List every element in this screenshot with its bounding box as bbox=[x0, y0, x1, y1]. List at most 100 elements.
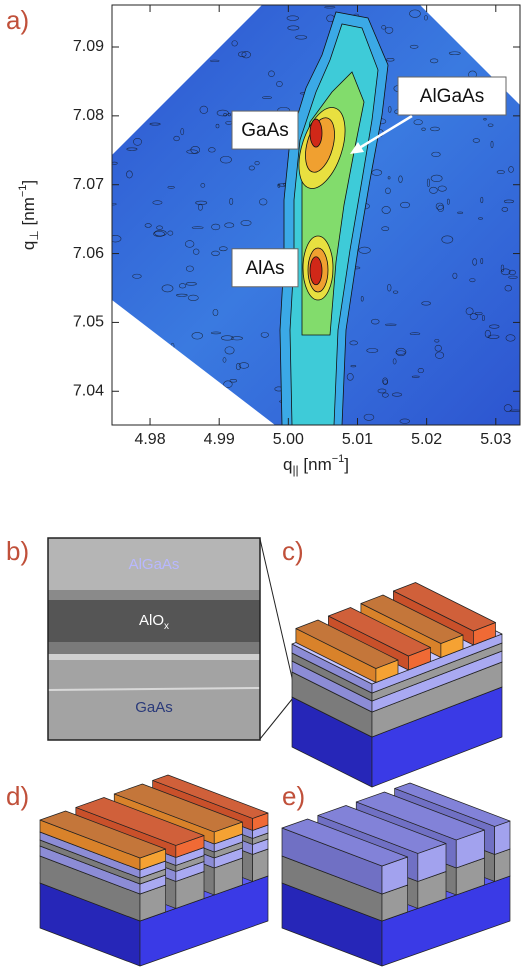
noise-contour bbox=[421, 127, 426, 131]
noise-contour bbox=[381, 25, 386, 30]
noise-contour bbox=[221, 335, 234, 341]
x-tick-label: 4.99 bbox=[204, 431, 235, 448]
sem-frame bbox=[47, 537, 261, 741]
noise-contour bbox=[229, 379, 238, 383]
noise-contour bbox=[363, 413, 375, 421]
noise-contour bbox=[437, 185, 447, 192]
noise-contour bbox=[435, 351, 445, 359]
face bbox=[75, 797, 205, 846]
noise-contour bbox=[504, 285, 512, 292]
noise-contour bbox=[500, 264, 505, 272]
noise-contour bbox=[144, 223, 152, 228]
noise-contour bbox=[500, 268, 511, 276]
device-e bbox=[281, 782, 511, 967]
noise-contour bbox=[212, 308, 219, 317]
noise-contour bbox=[500, 54, 509, 61]
noise-contour bbox=[124, 387, 128, 392]
layer-label: AlOx bbox=[139, 612, 169, 632]
sem-layer bbox=[48, 660, 260, 740]
noise-contour bbox=[254, 160, 260, 166]
sem-layer bbox=[48, 654, 260, 660]
x-tick-label: 4.98 bbox=[134, 431, 165, 448]
noise-contour bbox=[185, 265, 194, 272]
noise-contour bbox=[128, 320, 133, 329]
noise-contour bbox=[475, 35, 484, 44]
noise-contour bbox=[430, 126, 440, 132]
noise-contour bbox=[489, 324, 500, 329]
noise-contour bbox=[178, 283, 187, 289]
y-tick-label: 7.05 bbox=[73, 314, 104, 331]
noise-contour bbox=[173, 135, 180, 142]
noise-contour bbox=[215, 123, 220, 129]
noise-contour bbox=[179, 20, 187, 26]
noise-contour bbox=[392, 290, 399, 294]
face bbox=[393, 582, 496, 632]
noise-contour bbox=[426, 178, 430, 187]
noise-contour bbox=[112, 235, 122, 243]
noise-contour bbox=[487, 123, 494, 127]
noise-contour bbox=[197, 203, 203, 211]
noise-contour bbox=[382, 379, 388, 386]
noise-contour bbox=[153, 231, 165, 237]
noise-contour bbox=[229, 197, 234, 206]
y-tick-label: 7.07 bbox=[73, 176, 104, 193]
noise-contour bbox=[423, 15, 428, 21]
zoom-line bbox=[259, 697, 294, 740]
noise-contour bbox=[197, 12, 210, 20]
noise-contour bbox=[386, 58, 395, 62]
noise-contour bbox=[498, 53, 509, 61]
noise-contour bbox=[409, 44, 419, 49]
noise-contour bbox=[382, 392, 389, 398]
noise-contour bbox=[429, 186, 438, 194]
noise-contour bbox=[179, 378, 185, 387]
noise-contour bbox=[346, 373, 354, 381]
noise-contour bbox=[387, 283, 392, 292]
x-tick-label: 5.00 bbox=[273, 431, 304, 448]
x-tick-label: 5.03 bbox=[480, 431, 511, 448]
device-c bbox=[291, 582, 503, 788]
noise-contour bbox=[503, 404, 513, 412]
noise-contour bbox=[260, 332, 269, 338]
noise-contour bbox=[381, 226, 390, 232]
noise-contour bbox=[118, 97, 127, 101]
noise-contour bbox=[149, 58, 154, 62]
noise-contour bbox=[491, 42, 500, 50]
noise-contour bbox=[240, 220, 252, 226]
noise-contour bbox=[186, 149, 198, 154]
noise-contour bbox=[505, 334, 516, 342]
x-tick-label: 5.02 bbox=[411, 431, 442, 448]
noise-contour bbox=[134, 372, 138, 377]
noise-contour bbox=[441, 235, 454, 244]
noise-contour bbox=[324, 6, 336, 9]
y-tick-label: 7.06 bbox=[73, 245, 104, 262]
noise-contour bbox=[411, 375, 420, 378]
noise-contour bbox=[409, 332, 421, 335]
noise-contour bbox=[184, 240, 195, 248]
noise-contour bbox=[185, 19, 191, 27]
noise-contour bbox=[377, 388, 387, 394]
noise-contour bbox=[224, 222, 235, 228]
x-tick-label: 5.01 bbox=[342, 431, 373, 448]
noise-contour bbox=[429, 58, 439, 64]
noise-contour bbox=[400, 201, 411, 209]
noise-contour bbox=[358, 246, 371, 254]
noise-contour bbox=[211, 250, 220, 256]
noise-contour bbox=[349, 340, 358, 346]
noise-contour bbox=[268, 70, 275, 77]
noise-contour bbox=[391, 392, 403, 397]
noise-contour bbox=[199, 105, 209, 114]
sem-line bbox=[47, 687, 261, 691]
plot-frame bbox=[111, 4, 521, 426]
panel-label: e) bbox=[282, 781, 305, 811]
noise-contour bbox=[417, 367, 424, 374]
noise-contour bbox=[167, 230, 174, 236]
panel-label: b) bbox=[6, 536, 29, 566]
y-tick-label: 7.08 bbox=[73, 107, 104, 124]
noise-contour bbox=[210, 331, 222, 335]
noise-contour bbox=[137, 58, 144, 67]
noise-contour bbox=[175, 5, 186, 10]
noise-contour bbox=[409, 9, 421, 18]
annotation: GaAs bbox=[241, 120, 289, 141]
y-tick-label: 7.04 bbox=[73, 382, 104, 399]
noise-contour bbox=[152, 200, 163, 205]
